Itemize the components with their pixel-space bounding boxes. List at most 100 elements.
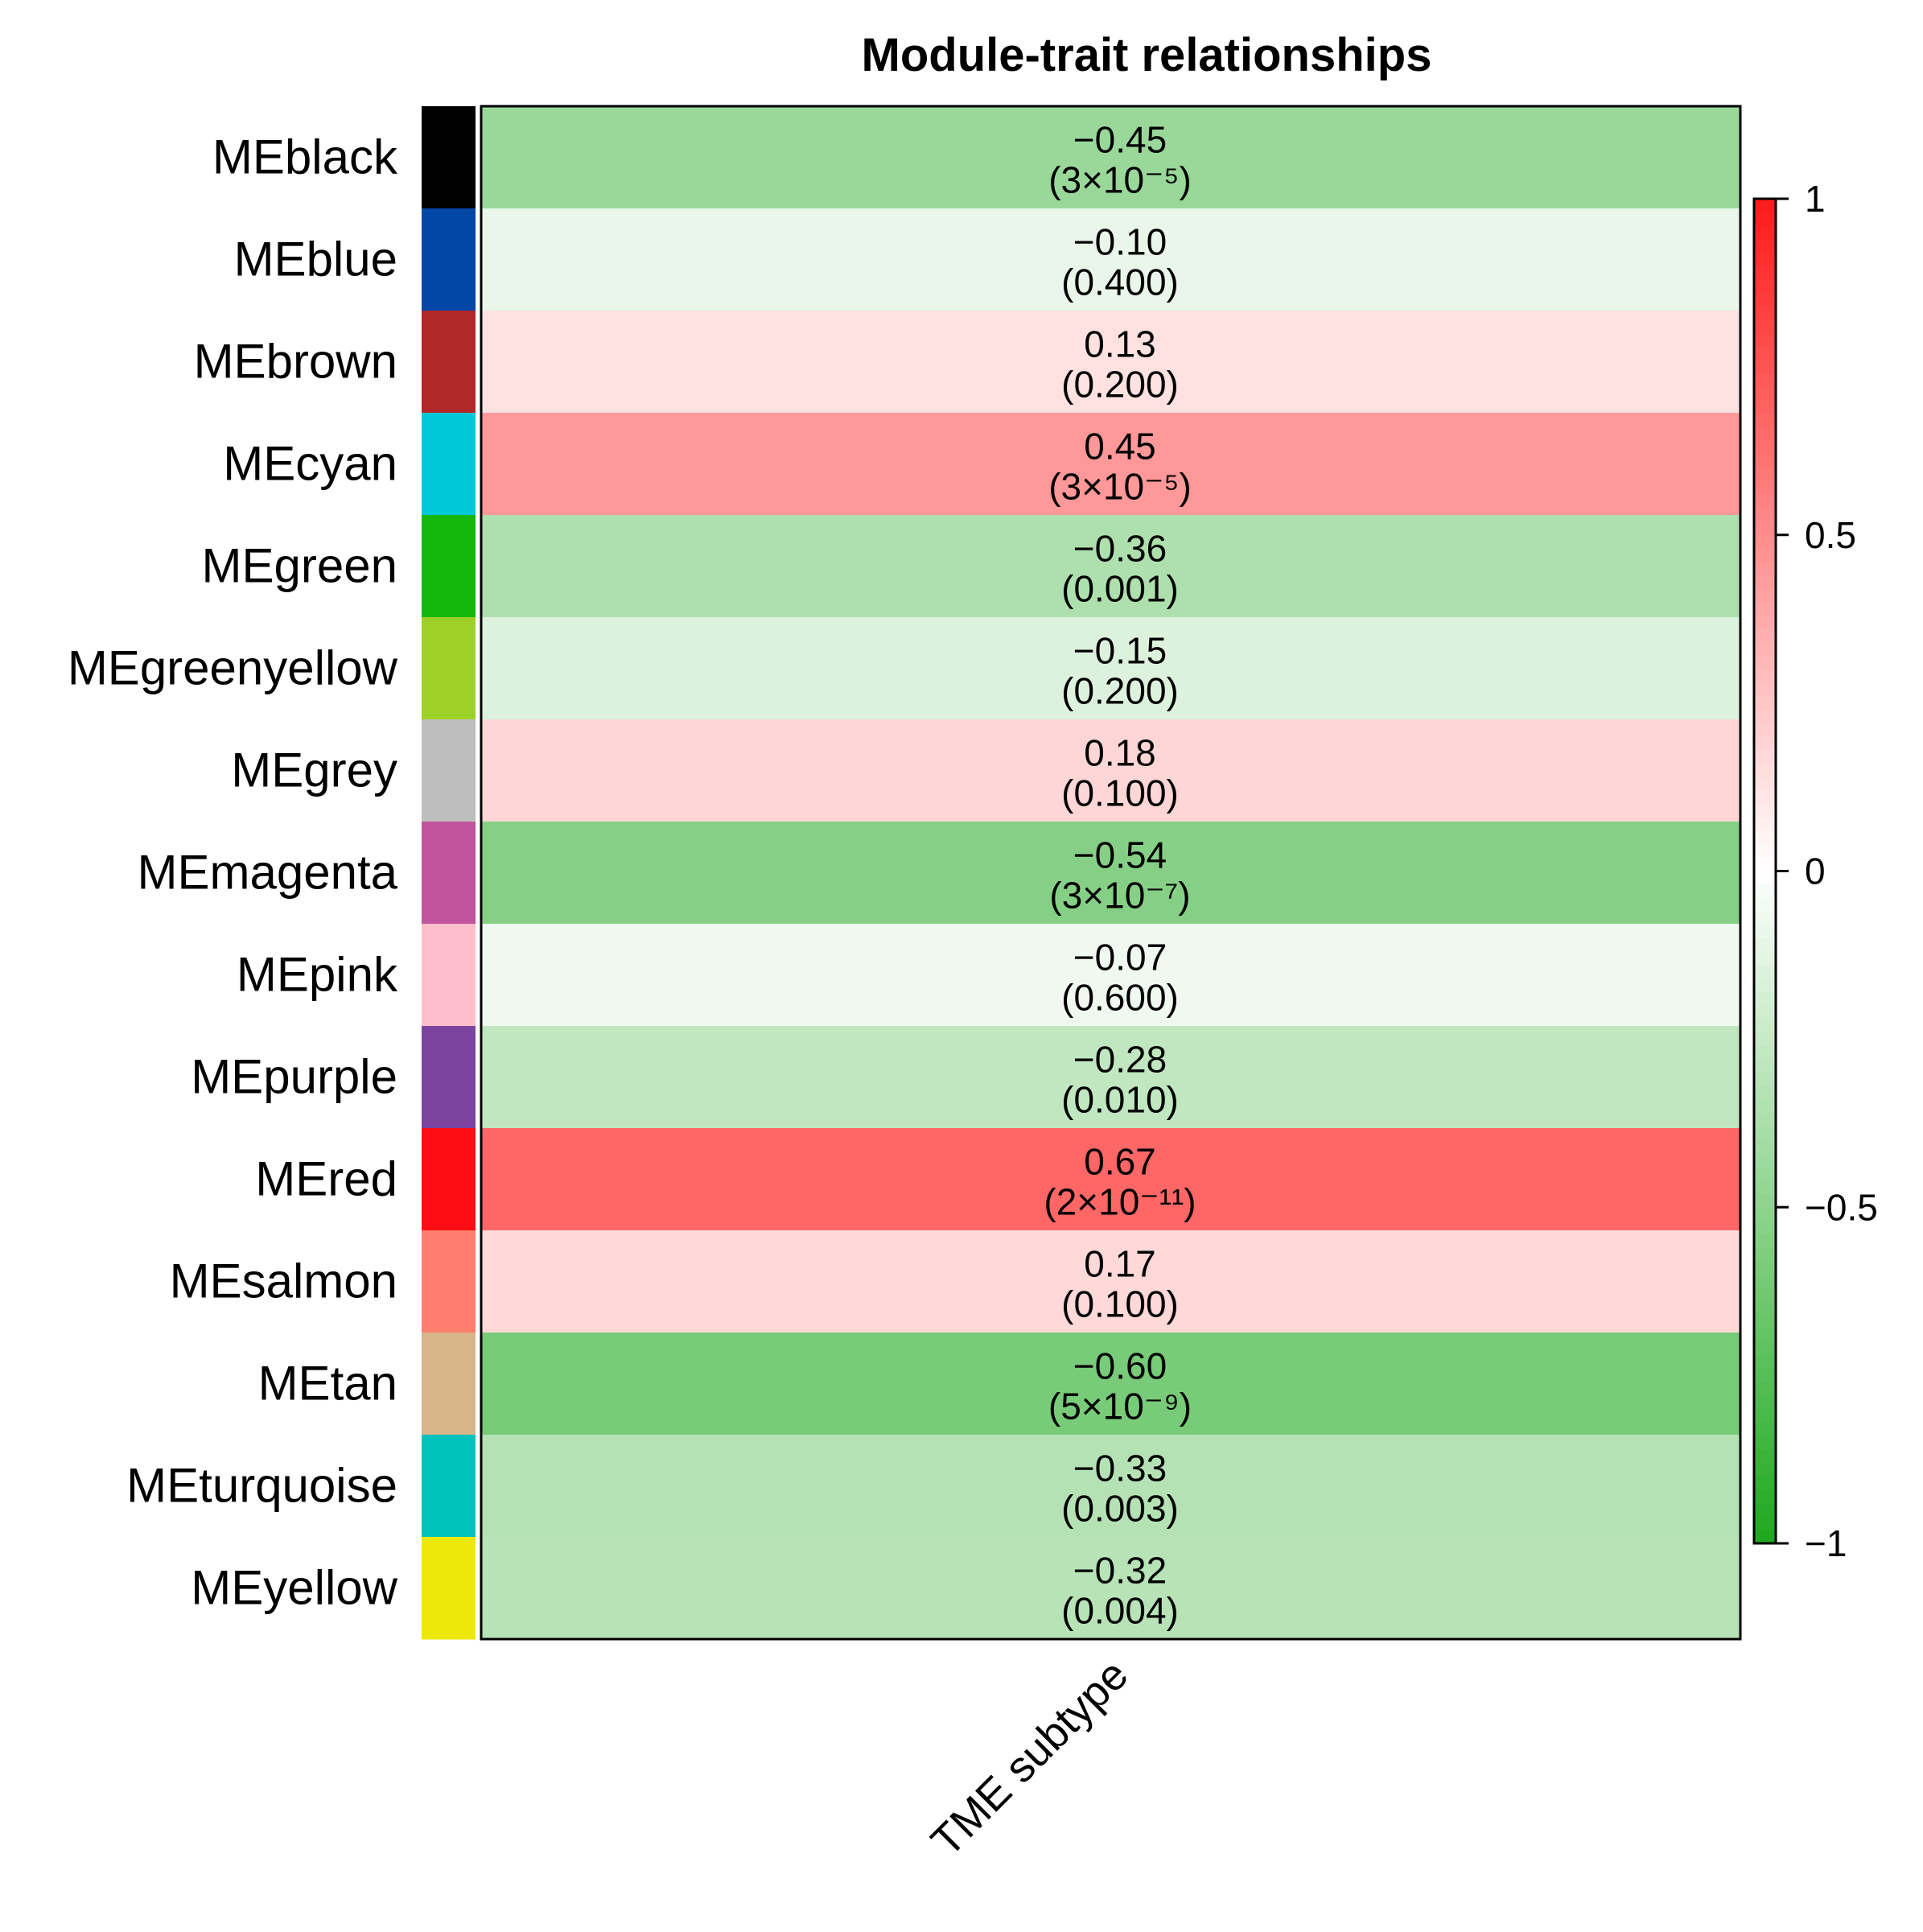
cell-value-label: −0.32 <box>1073 1550 1167 1592</box>
module-swatch <box>422 1537 476 1640</box>
heatmap-cell <box>481 413 1740 516</box>
module-swatch <box>422 1435 476 1538</box>
scale-step <box>1754 1489 1776 1504</box>
scale-step <box>1754 266 1776 280</box>
scale-step <box>1754 1247 1776 1262</box>
scale-step <box>1754 1462 1776 1477</box>
scale-step <box>1754 750 1776 764</box>
scale-step <box>1754 628 1776 644</box>
row-label: MEred <box>255 1152 397 1206</box>
scale-step <box>1754 871 1776 885</box>
row-label: MEyellow <box>191 1561 397 1615</box>
scale-step <box>1754 1005 1776 1020</box>
module-swatch <box>422 617 476 720</box>
scale-step <box>1754 225 1776 240</box>
cell-pvalue-label: (0.400) <box>1061 262 1179 303</box>
module-color-swatches <box>422 106 476 1640</box>
row-label: MEpink <box>237 948 398 1002</box>
scale-tick-label: 0 <box>1805 851 1826 892</box>
scale-step <box>1754 534 1776 550</box>
scale-step <box>1754 346 1776 361</box>
scale-step <box>1754 1019 1776 1033</box>
module-swatch <box>422 311 476 414</box>
scale-step <box>1754 1301 1776 1316</box>
scale-step <box>1754 521 1776 536</box>
cell-value-label: −0.33 <box>1073 1448 1167 1489</box>
scale-step <box>1754 991 1776 1007</box>
scale-step <box>1754 1355 1776 1370</box>
scale-step <box>1754 440 1776 455</box>
scale-step <box>1754 427 1776 442</box>
scale-step <box>1754 911 1776 925</box>
heatmap-cell <box>481 924 1740 1027</box>
x-category-label: TME subtype <box>922 1650 1137 1865</box>
scale-step <box>1754 642 1776 657</box>
heatmap-cell <box>481 1333 1740 1436</box>
scale-step <box>1754 508 1776 522</box>
scale-step <box>1754 1234 1776 1248</box>
cell-value-label: −0.54 <box>1073 834 1167 876</box>
scale-step <box>1754 1422 1776 1436</box>
scale-step <box>1754 1032 1776 1047</box>
scale-step <box>1754 736 1776 751</box>
chart-title: Module-trait relationships <box>862 29 1432 81</box>
scale-step <box>1754 1530 1776 1544</box>
scale-step <box>1754 777 1776 791</box>
scale-step <box>1754 279 1776 294</box>
module-swatch <box>422 719 476 822</box>
scale-tick-label: −0.5 <box>1805 1186 1878 1228</box>
scale-step <box>1754 468 1776 482</box>
cell-value-label: 0.45 <box>1084 426 1156 468</box>
scale-step <box>1754 1167 1776 1181</box>
scale-step <box>1754 1085 1776 1101</box>
scale-step <box>1754 897 1776 912</box>
cell-pvalue-label: (0.600) <box>1061 977 1179 1019</box>
scale-step <box>1754 763 1776 778</box>
scale-step <box>1754 292 1776 307</box>
cell-pvalue-label: (0.100) <box>1061 1283 1179 1325</box>
heatmap-cell <box>481 617 1740 720</box>
heatmap-cell <box>481 1026 1740 1129</box>
cell-value-label: −0.45 <box>1073 119 1167 161</box>
scale-step <box>1754 1287 1776 1302</box>
scale-step <box>1754 252 1776 267</box>
scale-step <box>1754 588 1776 603</box>
row-label: MEgreenyellow <box>68 641 398 695</box>
scale-step <box>1754 978 1776 993</box>
scale-step <box>1754 1382 1776 1396</box>
module-swatch <box>422 924 476 1027</box>
scale-step <box>1754 1045 1776 1061</box>
scale-step <box>1754 400 1776 414</box>
scale-step <box>1754 696 1776 711</box>
row-label: MEmagenta <box>138 846 398 900</box>
cell-pvalue-label: (3×10⁻⁵) <box>1048 466 1192 508</box>
scale-step <box>1754 1476 1776 1490</box>
scale-step <box>1754 1207 1776 1221</box>
cell-annotations: −0.45(3×10⁻⁵)−0.10(0.400)0.13(0.200)0.45… <box>1044 119 1196 1632</box>
row-label: MEgreen <box>202 539 397 593</box>
scale-step <box>1754 803 1776 818</box>
scale-step <box>1754 682 1776 697</box>
row-label: MEturquoise <box>126 1459 397 1513</box>
cell-pvalue-label: (0.001) <box>1061 568 1179 610</box>
heatmap-cell <box>481 515 1740 618</box>
scale-step <box>1754 1449 1776 1464</box>
scale-step <box>1754 790 1776 805</box>
row-label: MEsalmon <box>170 1254 397 1308</box>
scale-step <box>1754 199 1776 213</box>
heatmap-cell <box>481 1435 1740 1538</box>
heatmap-cell <box>481 208 1740 311</box>
cell-pvalue-label: (0.100) <box>1061 772 1179 814</box>
scale-step <box>1754 656 1776 670</box>
scale-step <box>1754 1341 1776 1356</box>
heatmap-cell <box>481 822 1740 925</box>
row-label: MEblue <box>234 233 397 286</box>
scale-step <box>1754 1436 1776 1450</box>
row-label: MEgrey <box>231 744 397 797</box>
scale-step <box>1754 562 1776 576</box>
scale-step <box>1754 1139 1776 1155</box>
cell-pvalue-label: (0.200) <box>1061 364 1179 406</box>
module-swatch <box>422 1128 476 1231</box>
scale-step <box>1754 1099 1776 1114</box>
